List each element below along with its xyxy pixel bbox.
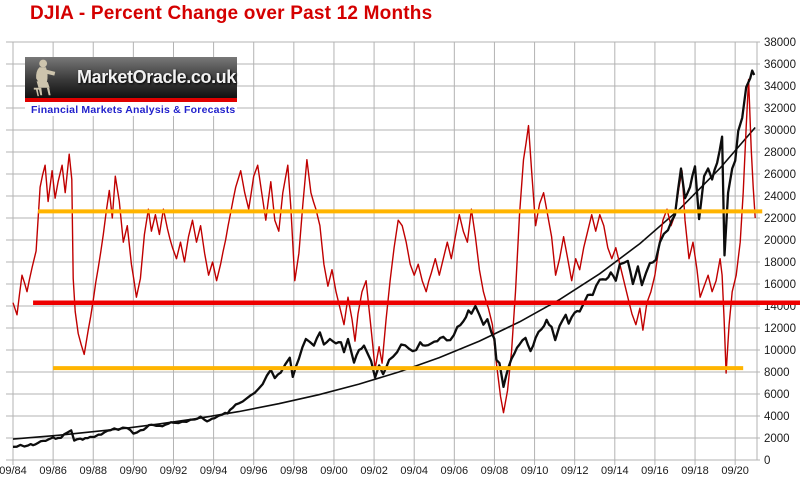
y-tick-label: 34000 (764, 81, 796, 93)
axis-labels-group: 0200040006000800010000120001400016000180… (0, 37, 796, 477)
y-tick-label: 0 (764, 455, 770, 467)
logo-banner: MarketOracle.co.uk (25, 57, 237, 98)
logo-red-stripe (25, 98, 237, 102)
x-tick-label: 09/88 (79, 465, 107, 477)
x-tick-label: 09/98 (280, 465, 308, 477)
y-tick-label: 4000 (764, 411, 790, 423)
y-tick-label: 26000 (764, 169, 796, 181)
x-tick-label: 09/10 (521, 465, 549, 477)
y-tick-label: 12000 (764, 323, 796, 335)
x-tick-label: 09/96 (240, 465, 268, 477)
page-title: DJIA - Percent Change over Past 12 Month… (30, 3, 433, 24)
market-oracle-logo: MarketOracle.co.uk Financial Markets Ana… (25, 57, 237, 116)
x-tick-label: 09/90 (120, 465, 148, 477)
y-tick-label: 20000 (764, 235, 796, 247)
y-tick-label: 22000 (764, 213, 796, 225)
x-tick-label: 09/86 (39, 465, 67, 477)
x-tick-label: 09/04 (400, 465, 428, 477)
series-djia-price (12, 69, 756, 448)
x-tick-label: 09/08 (481, 465, 509, 477)
x-tick-label: 09/92 (160, 465, 188, 477)
y-tick-label: 8000 (764, 367, 790, 379)
grid-group (6, 41, 760, 465)
logo-site-name: MarketOracle.co.uk (77, 67, 236, 87)
y-tick-label: 10000 (764, 345, 796, 357)
x-tick-label: 09/18 (681, 465, 709, 477)
y-tick-label: 2000 (764, 433, 790, 445)
x-tick-label: 09/84 (0, 465, 27, 477)
x-tick-label: 09/02 (360, 465, 388, 477)
y-tick-label: 30000 (764, 125, 796, 137)
x-tick-label: 09/16 (641, 465, 669, 477)
x-tick-label: 09/94 (200, 465, 228, 477)
seated-oracle-figure-icon (33, 59, 56, 97)
x-tick-label: 09/00 (320, 465, 348, 477)
x-tick-label: 09/14 (601, 465, 629, 477)
y-tick-label: 24000 (764, 191, 796, 203)
y-tick-label: 38000 (764, 37, 796, 49)
y-tick-label: 6000 (764, 389, 790, 401)
series-djia-12-month-percent-change (12, 78, 756, 414)
series-long-term-exponential-trend (12, 126, 756, 440)
logo-tagline: Financial Markets Analysis & Forecasts (25, 102, 237, 116)
y-tick-label: 32000 (764, 103, 796, 115)
x-tick-label: 09/12 (561, 465, 589, 477)
y-tick-label: 16000 (764, 279, 796, 291)
y-tick-label: 28000 (764, 147, 796, 159)
x-tick-label: 09/20 (721, 465, 749, 477)
x-tick-label: 09/06 (441, 465, 469, 477)
y-tick-label: 18000 (764, 257, 796, 269)
y-tick-label: 36000 (764, 59, 796, 71)
